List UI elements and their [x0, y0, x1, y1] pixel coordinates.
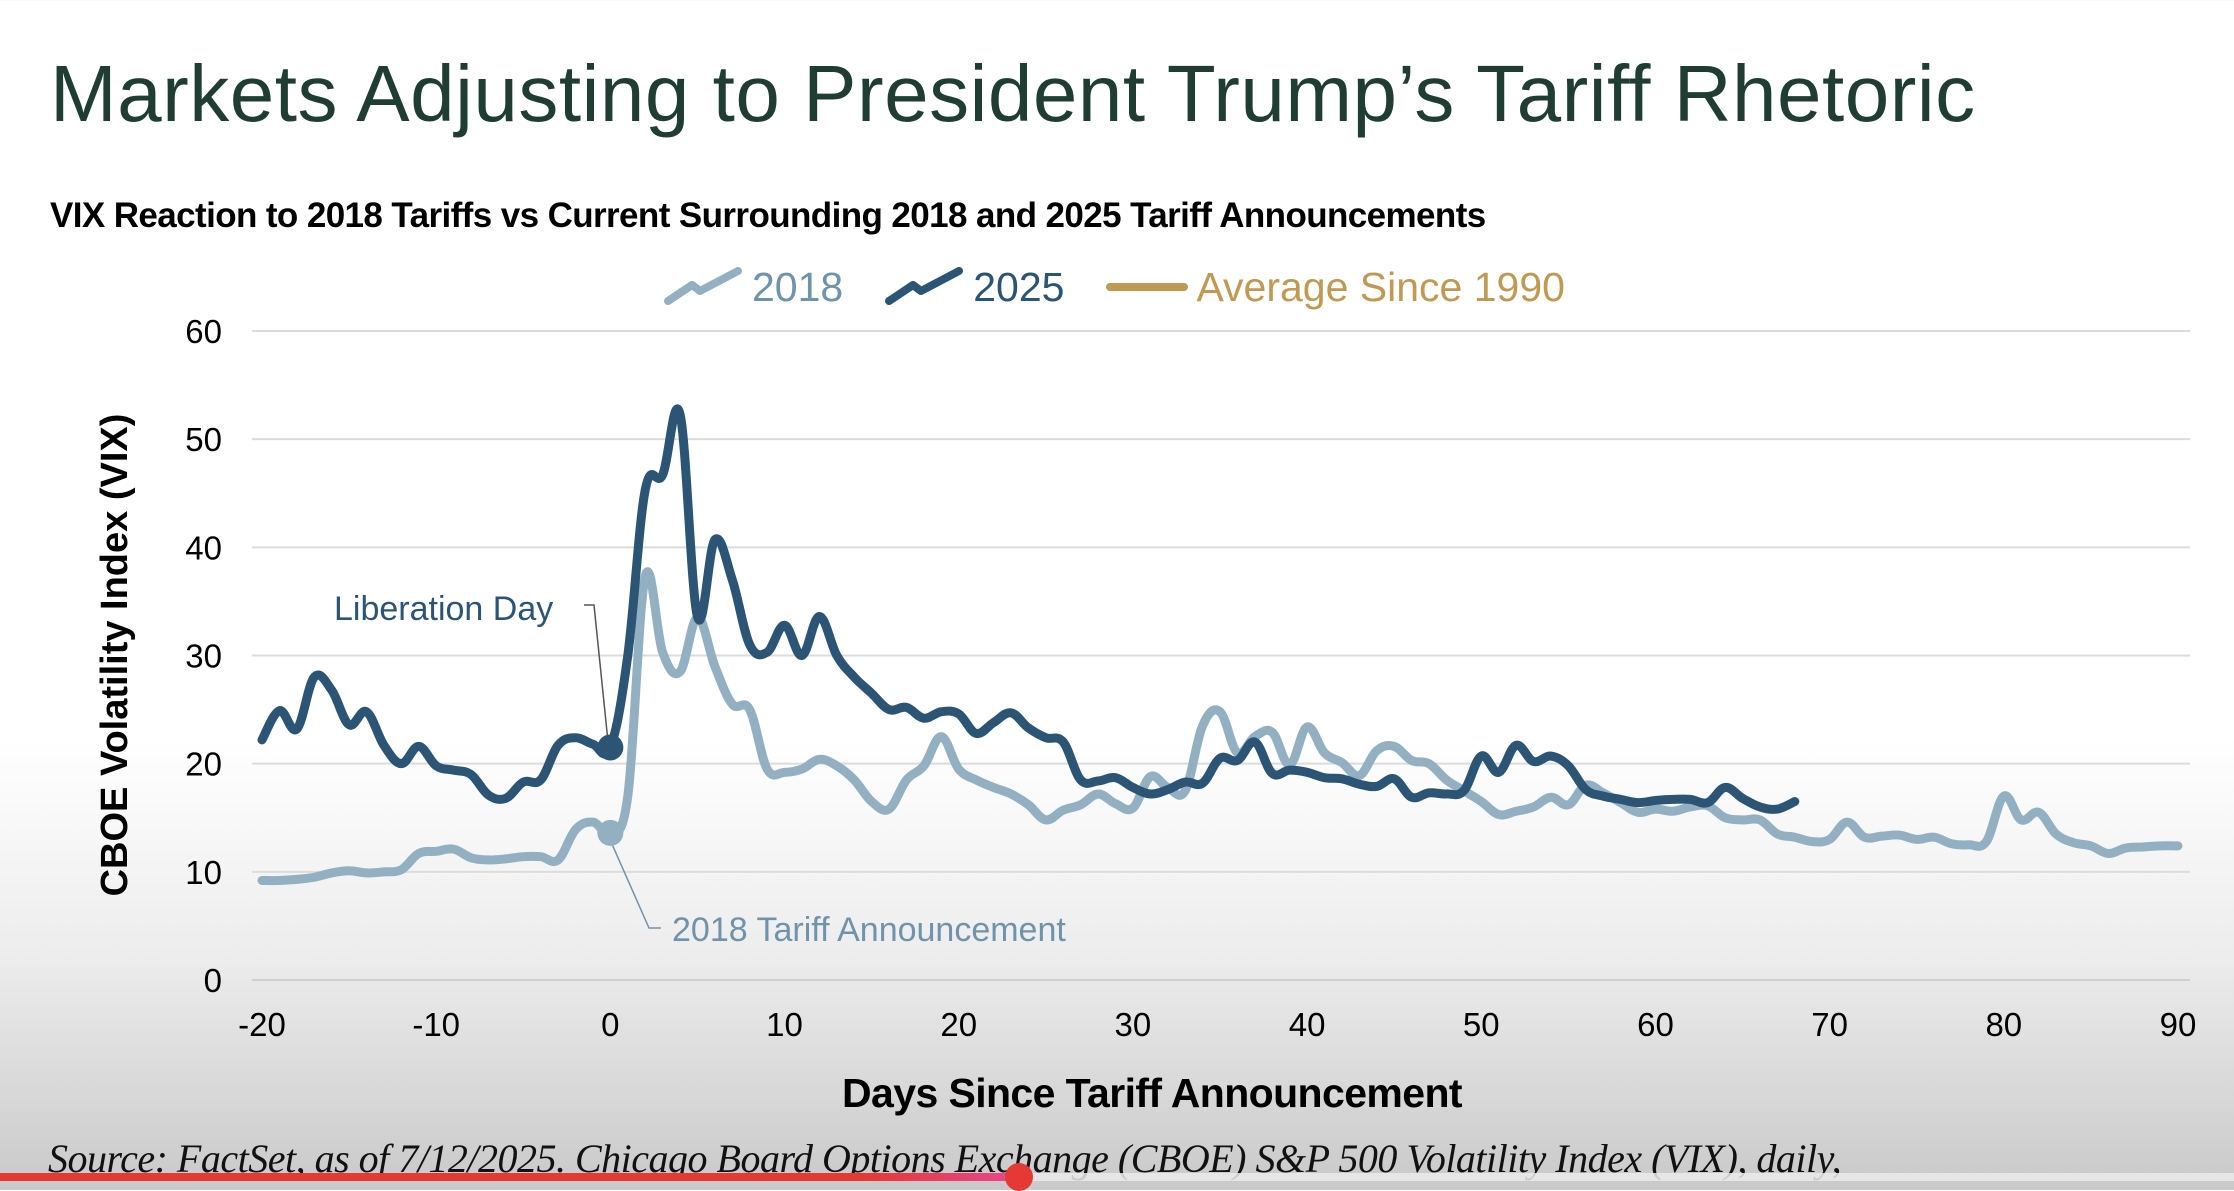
x-tick-label: 40: [1289, 1006, 1326, 1043]
annotation-2018-tariff-announcement: 2018 Tariff Announcement: [672, 911, 1066, 949]
y-tick-label: 60: [185, 313, 222, 350]
leader-line-liberation-day: [584, 604, 609, 736]
gridlines: [252, 330, 2190, 981]
x-axis-label: Days Since Tariff Announcement: [842, 1070, 1463, 1116]
page-title: Markets Adjusting to President Trump’s T…: [50, 49, 1976, 138]
x-tick-label: 0: [601, 1006, 619, 1043]
y-tick-label: 10: [185, 854, 222, 891]
legend-line-2025-icon: [885, 267, 964, 305]
legend-label-average: Average Since 1990: [1196, 263, 1565, 310]
y-tick-label: 30: [185, 638, 222, 675]
x-tick-label: 60: [1637, 1006, 1674, 1043]
marker-2018-announcement: [597, 819, 624, 846]
x-tick-label: -20: [238, 1006, 286, 1043]
x-tick-label: 30: [1115, 1006, 1152, 1043]
x-axis-ticks: -20 -10 0 10 20 30 40 50 60 70 80 90: [238, 1006, 2196, 1043]
legend-line-average-icon: [1106, 283, 1189, 291]
video-scrubber-handle[interactable]: [1004, 1163, 1033, 1191]
chart-title: VIX Reaction to 2018 Tariffs vs Current …: [50, 196, 1486, 235]
x-tick-label: -10: [412, 1006, 460, 1043]
legend-item-average: Average Since 1990: [1106, 264, 1565, 311]
x-tick-label: 80: [1985, 1006, 2022, 1043]
x-tick-label: 70: [1811, 1006, 1848, 1043]
legend-label-2018: 2018: [752, 263, 844, 310]
legend-item-2025: 2025: [885, 264, 1064, 311]
chart-legend: 2018 2025 Average Since 1990: [664, 262, 1607, 312]
annotation-liberation-day: Liberation Day: [334, 590, 553, 628]
video-progress-bar[interactable]: [0, 1163, 2234, 1191]
x-tick-label: 20: [940, 1006, 977, 1043]
series-line-2025: [257, 404, 1800, 814]
legend-label-2025: 2025: [973, 263, 1065, 310]
marker-liberation-day: [597, 734, 624, 761]
x-tick-label: 90: [2160, 1006, 2197, 1043]
y-tick-label: 0: [204, 962, 222, 999]
x-tick-label: 10: [766, 1006, 803, 1043]
annotations: Liberation Day 2018 Tariff Announcement: [334, 590, 1066, 949]
x-tick-label: 50: [1463, 1006, 1500, 1043]
y-tick-label: 50: [185, 421, 222, 458]
y-tick-label: 40: [185, 529, 222, 566]
series-lines: [257, 404, 2183, 886]
y-axis-ticks: 0 10 20 30 40 50 60: [185, 313, 222, 999]
series-line-2018: [257, 567, 2183, 886]
video-progress-fill: [0, 1173, 1019, 1181]
leader-line-2018-announcement: [611, 844, 661, 929]
y-tick-label: 20: [185, 746, 222, 783]
legend-line-2018-icon: [664, 267, 742, 305]
legend-item-2018: 2018: [664, 264, 843, 311]
y-axis-label: CBOE Volatility Index (VIX): [94, 414, 136, 897]
